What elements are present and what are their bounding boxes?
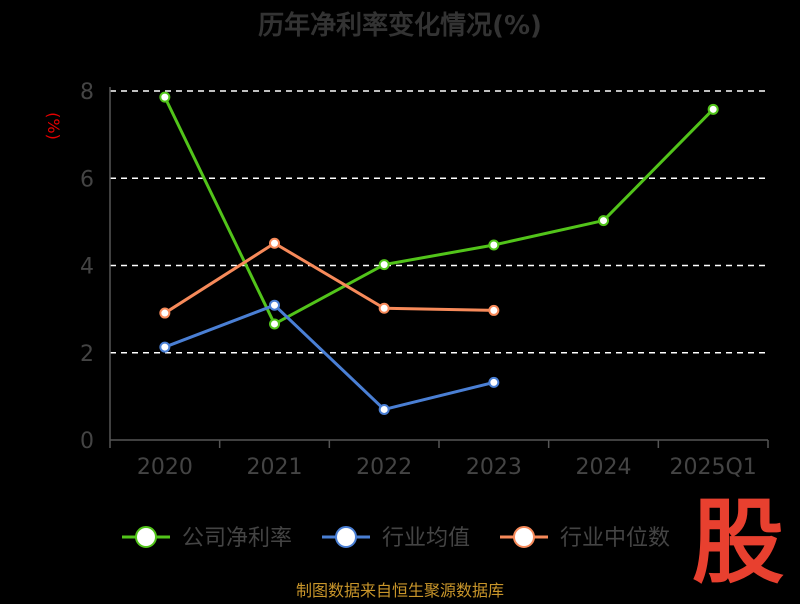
- x-tick-label: 2020: [137, 455, 193, 480]
- data-point[interactable]: [159, 341, 171, 353]
- source-note: 制图数据来自恒生聚源数据库: [296, 581, 504, 600]
- data-point[interactable]: [378, 302, 390, 314]
- axes: [109, 87, 769, 448]
- logo-mark: 股: [692, 489, 784, 596]
- data-point[interactable]: [159, 91, 171, 103]
- data-point[interactable]: [269, 299, 280, 311]
- data-point[interactable]: [378, 259, 390, 271]
- data-point[interactable]: [488, 239, 500, 251]
- legend-label: 公司净利率: [182, 526, 292, 551]
- grid-lines: [110, 90, 768, 354]
- data-point[interactable]: [707, 103, 719, 115]
- series-line: [164, 303, 495, 411]
- data-point[interactable]: [488, 304, 500, 316]
- series-3: [159, 237, 500, 319]
- series-line: [163, 96, 715, 326]
- legend-item-1[interactable]: 公司净利率: [122, 526, 292, 551]
- legend-item-3[interactable]: 行业中位数: [500, 526, 670, 551]
- legend-marker: [335, 526, 357, 548]
- series-2: [159, 299, 500, 415]
- legend-item-2[interactable]: 行业均值: [322, 526, 470, 551]
- data-point[interactable]: [269, 318, 280, 330]
- y-axis-unit-label: (%): [44, 112, 63, 140]
- legend-label: 行业均值: [382, 526, 470, 551]
- data-point[interactable]: [159, 307, 171, 319]
- x-tick-label: 2025Q1: [670, 455, 757, 480]
- series-lines: [159, 91, 719, 415]
- y-tick-label: 8: [80, 80, 94, 105]
- x-tick-label: 2021: [247, 455, 303, 480]
- tick-labels: 0 2 4 6 8 2020 2021 2022 2023 2024 2025Q1: [80, 80, 757, 480]
- chart-title: 历年净利率变化情况(%): [258, 10, 542, 41]
- series-1: [159, 91, 719, 330]
- y-tick-label: 2: [80, 342, 94, 367]
- x-tick-label: 2024: [576, 455, 632, 480]
- x-tick-label: 2023: [466, 455, 522, 480]
- legend: 公司净利率 行业均值 行业中位数: [122, 526, 670, 551]
- data-point[interactable]: [269, 237, 280, 249]
- y-tick-label: 6: [80, 167, 94, 192]
- y-tick-label: 0: [80, 429, 94, 454]
- legend-label: 行业中位数: [560, 526, 670, 551]
- x-tick-label: 2022: [356, 455, 412, 480]
- series-line: [164, 241, 494, 315]
- data-point[interactable]: [488, 376, 500, 388]
- legend-marker: [513, 526, 535, 548]
- data-point[interactable]: [378, 403, 390, 415]
- legend-marker: [135, 526, 157, 548]
- y-tick-label: 4: [80, 255, 94, 280]
- data-point[interactable]: [598, 215, 609, 227]
